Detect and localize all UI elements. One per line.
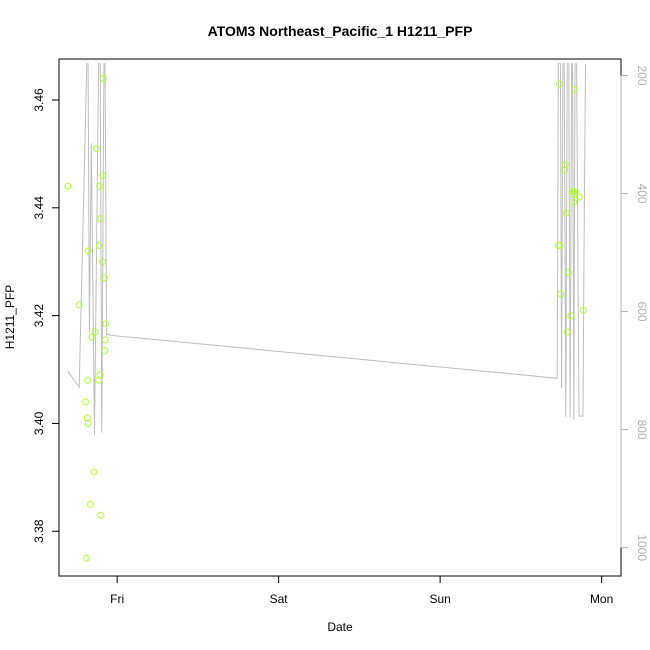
data-point — [570, 85, 578, 93]
x-axis-label: Date — [327, 620, 353, 634]
data-point — [97, 511, 105, 519]
pressure-line-series — [67, 63, 586, 435]
data-point — [555, 80, 563, 88]
y-tick-label: 3.44 — [32, 196, 46, 220]
y-tick-label: 3.42 — [32, 304, 46, 328]
data-point — [84, 376, 92, 384]
data-point — [99, 258, 107, 266]
data-point — [575, 193, 583, 201]
y2-tick-label: 200 — [635, 66, 649, 86]
data-point — [84, 247, 92, 255]
data-point — [87, 500, 94, 508]
data-point — [96, 182, 104, 190]
y-axis-label: H1211_PFP — [3, 285, 17, 349]
data-point — [82, 398, 90, 406]
data-point — [563, 328, 571, 336]
y-tick-label: 3.38 — [32, 519, 46, 543]
data-point — [93, 145, 100, 152]
data-point — [83, 414, 91, 422]
data-point — [557, 290, 565, 298]
data-point — [562, 209, 570, 217]
pressure-line — [67, 63, 586, 435]
x-tick-label: Sat — [270, 592, 289, 606]
data-point — [90, 468, 98, 476]
x-tick-label: Sun — [429, 592, 450, 606]
x-tick-label: Mon — [590, 592, 613, 606]
data-point — [84, 419, 92, 427]
y-tick-label: 3.40 — [32, 411, 46, 435]
data-point — [99, 74, 107, 82]
data-point — [95, 242, 103, 249]
x-axis: Fri Sat Sun Mon — [110, 575, 613, 606]
data-point — [570, 198, 578, 206]
h1211-scatter-series — [64, 74, 587, 562]
data-point — [579, 306, 587, 314]
data-point — [101, 347, 109, 355]
data-point — [83, 554, 90, 562]
data-point — [88, 333, 96, 341]
data-point — [101, 274, 108, 282]
x-tick-label: Fri — [110, 592, 124, 606]
y2-tick-label: 600 — [635, 302, 649, 322]
data-point — [565, 269, 572, 276]
chart-title: ATOM3 Northeast_Pacific_1 H1211_PFP — [208, 23, 473, 39]
data-point — [567, 312, 575, 320]
y2-tick-label: 400 — [635, 184, 649, 204]
data-point — [91, 328, 99, 336]
y-axis-right: 200 400 600 800 1000 — [620, 66, 649, 561]
data-point — [102, 320, 110, 328]
data-point — [75, 301, 83, 309]
data-point — [561, 161, 569, 169]
data-point — [561, 166, 569, 174]
data-point — [556, 242, 564, 249]
data-point — [97, 215, 104, 223]
data-point — [101, 336, 109, 344]
y-axis-left: 3.38 3.40 3.42 3.44 3.46 — [32, 88, 60, 543]
data-point — [96, 371, 104, 379]
y2-tick-label: 800 — [635, 420, 649, 440]
data-point — [99, 171, 107, 179]
y2-tick-label: 1000 — [635, 534, 649, 561]
y-tick-label: 3.46 — [32, 88, 46, 112]
data-point — [64, 182, 72, 190]
